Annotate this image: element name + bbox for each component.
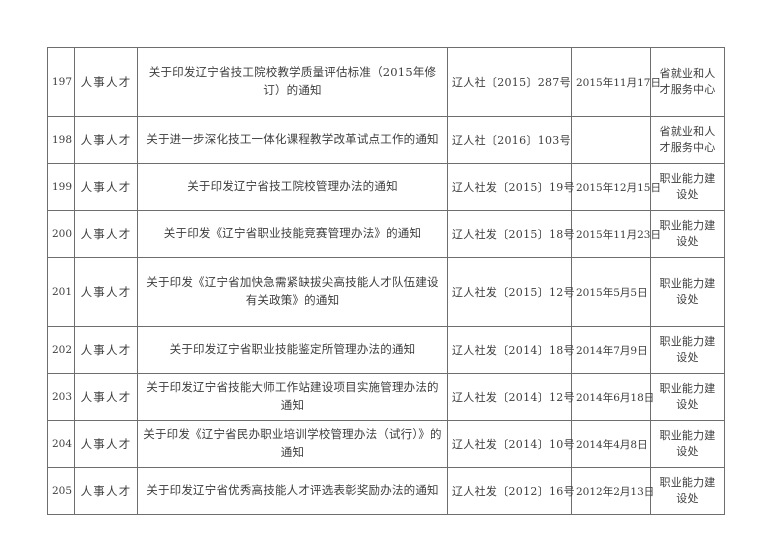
cell-date: 2014年6月18日	[571, 373, 654, 421]
cell-title: 关于印发辽宁省技工院校教学质量评估标准（2015年修订）的通知	[137, 47, 448, 117]
cell-title: 关于进一步深化技工一体化课程教学改革试点工作的通知	[137, 116, 448, 164]
cell-title: 关于印发《辽宁省加快急需紧缺拔尖高技能人才队伍建设有关政策》的通知	[137, 257, 448, 327]
cell-docnum: 辽人社〔2015〕287号	[447, 47, 572, 117]
cell-dept: 职业能力建设处	[650, 257, 725, 327]
cell-cat: 人事人才	[74, 116, 138, 164]
table-row: 198 人事人才 关于进一步深化技工一体化课程教学改革试点工作的通知 辽人社〔2016…	[47, 116, 725, 164]
table-row: 204 人事人才 关于印发《辽宁省民办职业培训学校管理办法（试行）》的通知 辽人社发〔…	[47, 420, 725, 468]
cell-seq: 204	[47, 420, 75, 468]
cell-docnum: 辽人社发〔2014〕12号	[447, 373, 575, 421]
cell-seq: 200	[47, 210, 75, 258]
document-index-table-wrapper: 197 人事人才 关于印发辽宁省技工院校教学质量评估标准（2015年修订）的通知 辽人…	[47, 47, 725, 515]
cell-docnum: 辽人社发〔2015〕19号	[447, 163, 575, 211]
table-row: 203 人事人才 关于印发辽宁省技能大师工作站建设项目实施管理办法的通知 辽人社发〔2…	[47, 373, 725, 421]
cell-dept: 职业能力建设处	[650, 210, 725, 258]
cell-cat: 人事人才	[74, 210, 138, 258]
cell-dept: 省就业和人才服务中心	[650, 47, 725, 117]
table-row: 205 人事人才 关于印发辽宁省优秀高技能人才评选表彰奖励办法的通知 辽人社发〔201…	[47, 467, 725, 515]
table-row: 201 人事人才 关于印发《辽宁省加快急需紧缺拔尖高技能人才队伍建设有关政策》的通知…	[47, 257, 725, 327]
cell-title: 关于印发辽宁省职业技能鉴定所管理办法的通知	[137, 326, 448, 374]
cell-date	[571, 116, 651, 164]
cell-docnum: 辽人社发〔2014〕10号	[447, 420, 575, 468]
cell-title: 关于印发《辽宁省民办职业培训学校管理办法（试行）》的通知	[137, 420, 448, 468]
cell-title: 关于印发辽宁省技能大师工作站建设项目实施管理办法的通知	[137, 373, 448, 421]
cell-seq: 201	[47, 257, 75, 327]
cell-docnum: 辽人社发〔2012〕16号	[447, 467, 575, 515]
cell-date: 2012年2月13日	[571, 467, 654, 515]
cell-cat: 人事人才	[74, 420, 138, 468]
cell-dept: 职业能力建设处	[650, 163, 725, 211]
cell-cat: 人事人才	[74, 47, 138, 117]
table-row: 199 人事人才 关于印发辽宁省技工院校管理办法的通知 辽人社发〔2015〕19号 20…	[47, 163, 725, 211]
cell-dept: 职业能力建设处	[650, 420, 725, 468]
cell-docnum: 辽人社发〔2014〕18号	[447, 326, 575, 374]
cell-title: 关于印发《辽宁省职业技能竞赛管理办法》的通知	[137, 210, 448, 258]
cell-cat: 人事人才	[74, 326, 138, 374]
cell-cat: 人事人才	[74, 467, 138, 515]
table-body: 197 人事人才 关于印发辽宁省技工院校教学质量评估标准（2015年修订）的通知 辽人…	[47, 47, 725, 515]
table-row: 197 人事人才 关于印发辽宁省技工院校教学质量评估标准（2015年修订）的通知 辽人…	[47, 47, 725, 117]
cell-seq: 202	[47, 326, 75, 374]
cell-title: 关于印发辽宁省技工院校管理办法的通知	[137, 163, 448, 211]
cell-seq: 199	[47, 163, 75, 211]
cell-cat: 人事人才	[74, 257, 138, 327]
cell-seq: 205	[47, 467, 75, 515]
cell-seq: 197	[47, 47, 75, 117]
cell-docnum: 辽人社〔2016〕103号	[447, 116, 572, 164]
table-row: 202 人事人才 关于印发辽宁省职业技能鉴定所管理办法的通知 辽人社发〔2014〕18…	[47, 326, 725, 374]
table-row: 200 人事人才 关于印发《辽宁省职业技能竞赛管理办法》的通知 辽人社发〔2015〕1…	[47, 210, 725, 258]
cell-docnum: 辽人社发〔2015〕12号	[447, 257, 575, 327]
cell-cat: 人事人才	[74, 163, 138, 211]
cell-docnum: 辽人社发〔2015〕18号	[447, 210, 575, 258]
cell-date: 2014年7月9日	[571, 326, 651, 374]
cell-seq: 198	[47, 116, 75, 164]
cell-dept: 省就业和人才服务中心	[650, 116, 725, 164]
cell-title: 关于印发辽宁省优秀高技能人才评选表彰奖励办法的通知	[137, 467, 448, 515]
cell-date: 2015年12月15日	[571, 163, 661, 211]
cell-date: 2015年5月5日	[571, 257, 651, 327]
cell-date: 2015年11月17日	[571, 47, 661, 117]
cell-seq: 203	[47, 373, 75, 421]
cell-date: 2015年11月23日	[571, 210, 661, 258]
cell-cat: 人事人才	[74, 373, 138, 421]
cell-date: 2014年4月8日	[571, 420, 651, 468]
cell-dept: 职业能力建设处	[650, 326, 725, 374]
cell-dept: 职业能力建设处	[650, 373, 725, 421]
document-index-table: 197 人事人才 关于印发辽宁省技工院校教学质量评估标准（2015年修订）的通知 辽人…	[47, 47, 725, 515]
cell-dept: 职业能力建设处	[650, 467, 725, 515]
